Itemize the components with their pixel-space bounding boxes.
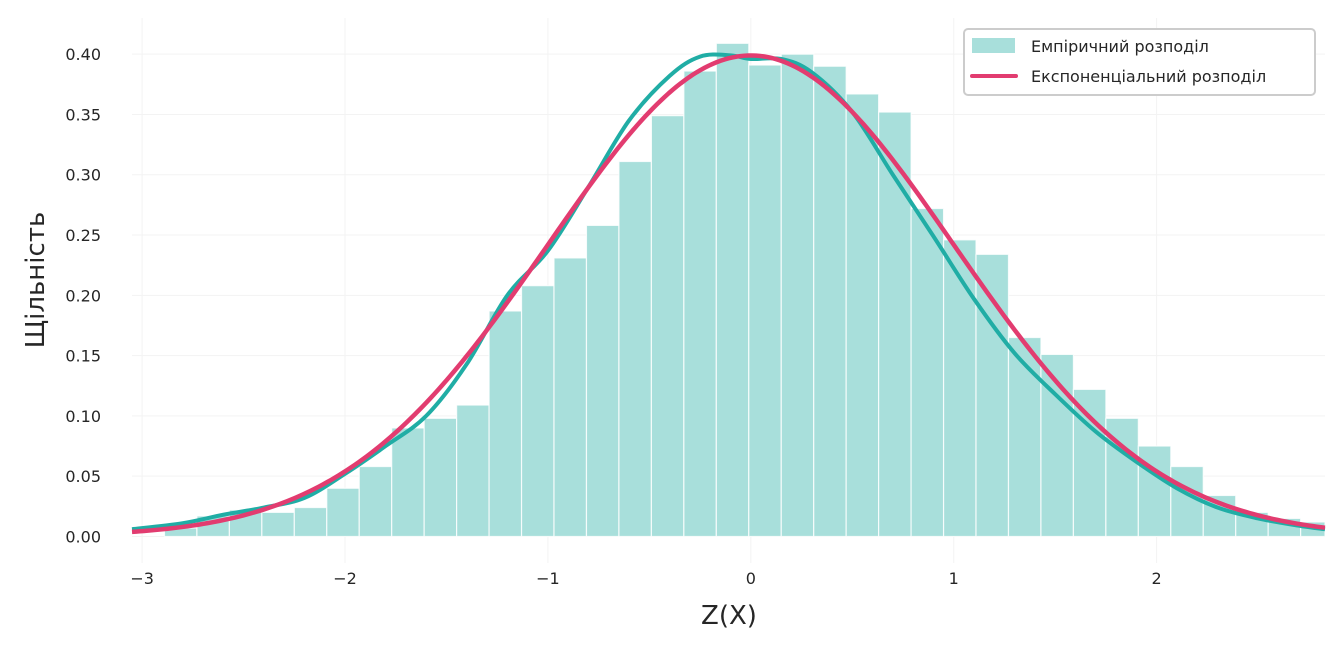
histogram-bar bbox=[520, 285, 555, 538]
x-tick-labels: −3 −2 −1 0 1 2 bbox=[130, 569, 1161, 588]
histogram-bar bbox=[618, 160, 653, 538]
histogram-bar bbox=[845, 93, 880, 538]
histogram-bar bbox=[391, 427, 425, 538]
x-axis-label: Z(X) bbox=[701, 601, 757, 631]
histogram-bars bbox=[163, 42, 1326, 538]
y-tick-label: 0.25 bbox=[65, 226, 101, 245]
y-tick-label: 0.10 bbox=[65, 407, 101, 426]
histogram-bar bbox=[1007, 336, 1042, 538]
histogram-bar bbox=[488, 310, 523, 538]
histogram-bar bbox=[942, 239, 977, 538]
histogram-bar bbox=[650, 115, 685, 538]
y-tick-label: 0.30 bbox=[65, 166, 101, 185]
histogram-bar bbox=[910, 207, 945, 538]
y-tick-label: 0.00 bbox=[65, 527, 101, 546]
y-tick-label: 0.15 bbox=[65, 347, 101, 366]
curve-lines bbox=[131, 52, 1326, 535]
y-tick-label: 0.40 bbox=[65, 45, 101, 64]
x-tick-label: −1 bbox=[536, 569, 560, 588]
y-tick-labels: 0.00 0.05 0.10 0.15 0.20 0.25 0.30 0.35 0.40 bbox=[65, 45, 101, 546]
legend-swatch-histogram bbox=[972, 38, 1015, 53]
legend-label-curve: Експоненціальний розподіл bbox=[1031, 67, 1266, 86]
legend: Емпіричний розподіл Експоненціальний роз… bbox=[963, 28, 1316, 96]
legend-label-histogram: Емпіричний розподіл bbox=[1031, 37, 1209, 56]
x-tick-label: −2 bbox=[333, 569, 357, 588]
normal-curve bbox=[131, 53, 1326, 535]
histogram-bar bbox=[423, 417, 458, 538]
y-tick-label: 0.20 bbox=[65, 286, 101, 305]
histogram-bar bbox=[456, 404, 490, 538]
histogram-bar bbox=[748, 64, 782, 538]
histogram-bar bbox=[813, 65, 847, 538]
histogram-bar bbox=[585, 224, 620, 538]
histogram-bar bbox=[1072, 388, 1107, 538]
histogram-bar bbox=[326, 487, 360, 538]
x-tick-label: 1 bbox=[949, 569, 959, 588]
histogram-bar bbox=[878, 111, 912, 538]
histogram-bar bbox=[683, 70, 717, 538]
histogram-bar bbox=[358, 465, 393, 538]
x-tick-label: 2 bbox=[1152, 569, 1162, 588]
x-tick-label: −3 bbox=[130, 569, 154, 588]
histogram-bar bbox=[553, 257, 588, 538]
histogram-bar bbox=[715, 42, 750, 538]
y-tick-label: 0.05 bbox=[65, 467, 101, 486]
x-tick-label: 0 bbox=[746, 569, 756, 588]
y-axis-label: Щільність bbox=[21, 212, 51, 349]
legend-box bbox=[963, 28, 1316, 96]
histogram-bar bbox=[293, 506, 328, 538]
histogram-bar bbox=[1170, 465, 1204, 538]
histogram-bar bbox=[261, 511, 295, 538]
histogram-bar bbox=[780, 53, 815, 538]
y-tick-label: 0.35 bbox=[65, 105, 101, 124]
